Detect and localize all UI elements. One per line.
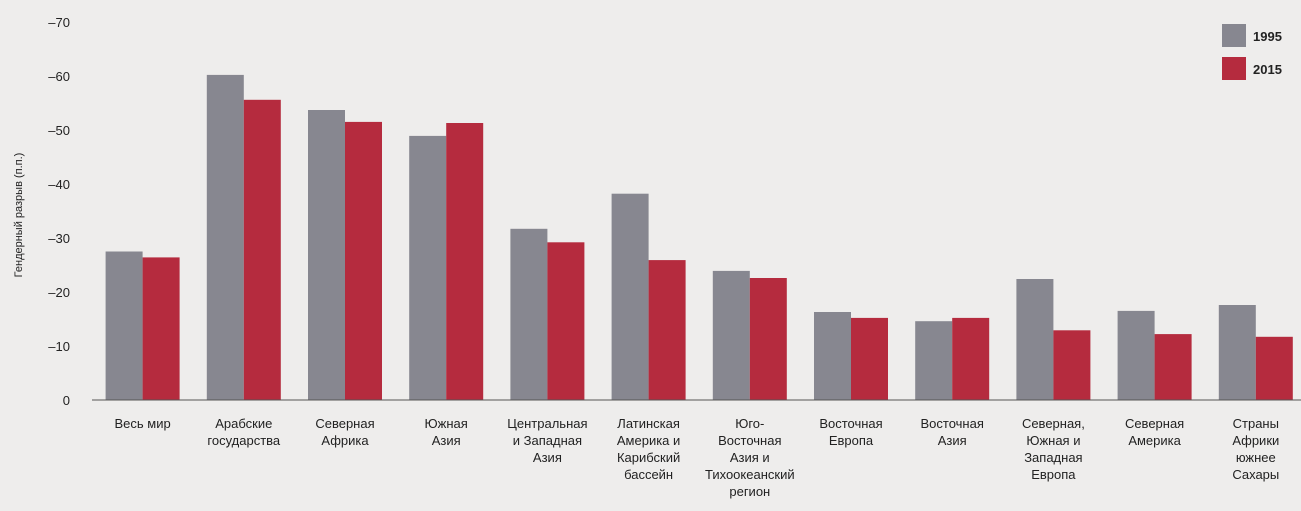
y-tick-label: –60 [48, 69, 70, 84]
x-category-label-line: Африки [1232, 433, 1279, 448]
bar-2015 [345, 121, 382, 401]
x-category-label-line: Южная [425, 416, 468, 431]
x-category-label-line: государства [207, 433, 281, 448]
x-category-label-line: бассейн [624, 467, 673, 482]
x-category-label-line: Восточная [819, 416, 882, 431]
y-tick-label: 0 [63, 393, 70, 408]
bar-2015 [547, 242, 585, 400]
bar-2015 [749, 278, 787, 400]
x-category-label: Южная Азия [425, 416, 468, 448]
x-category-label-line: Юго- [735, 416, 764, 431]
x-category-label: Восточная Европа [819, 416, 882, 448]
x-category-label-line: Азия [938, 433, 967, 448]
bar-1995 [105, 251, 143, 400]
x-category-label: Юго- Восточная Азия и Тихоокеанский регион [705, 416, 795, 499]
x-axis-labels: Весь мир Арабские государства Северная Африк… [114, 416, 1279, 499]
x-category-label-line: Америка [1128, 433, 1181, 448]
bar-2015 [1053, 330, 1091, 400]
x-category-label-line: Европа [1031, 467, 1076, 482]
x-category-label-line: Северная [315, 416, 374, 431]
x-category-label-line: Карибский [617, 450, 680, 465]
x-category-label-line: Южная и [1026, 433, 1080, 448]
bar-2015 [851, 317, 888, 400]
x-category-label: Восточная Азия [921, 416, 984, 448]
x-category-label-line: Западная [1024, 450, 1082, 465]
y-tick-label: –30 [48, 231, 70, 246]
x-category-label-line: Африка [321, 433, 369, 448]
bar-2015 [648, 260, 686, 400]
x-category-label-line: Азия и [730, 450, 770, 465]
bar-2015 [243, 99, 281, 401]
legend-label-2015: 2015 [1253, 62, 1282, 77]
x-category-label-line: Азия [533, 450, 562, 465]
x-category-label-line: Северная [1125, 416, 1184, 431]
bar-1995 [814, 312, 851, 400]
x-category-label-line: Северная, [1022, 416, 1085, 431]
x-category-label: Весь мир [114, 416, 170, 431]
x-category-label: Северная, Южная и Западная Европа [1022, 416, 1085, 482]
y-axis-label: Гендерный разрыв (п.п.) [13, 153, 25, 278]
legend-swatch-1995 [1222, 24, 1246, 47]
x-category-label: Страны Африки южнее Сахары [1232, 416, 1279, 482]
bar-2015 [1154, 334, 1192, 400]
bar-1995 [409, 135, 447, 400]
bars-group [105, 74, 1293, 401]
y-tick-label: –50 [48, 123, 70, 138]
bar-2015 [1255, 336, 1293, 400]
x-category-label: Арабские государства [207, 416, 281, 448]
x-category-label-line: регион [729, 484, 770, 499]
y-tick-label: –20 [48, 285, 70, 300]
x-category-label-line: Сахары [1232, 467, 1279, 482]
legend-label-1995: 1995 [1253, 29, 1282, 44]
legend: 1995 2015 [1222, 24, 1282, 80]
y-tick-label: –70 [48, 15, 70, 30]
bar-1995 [915, 321, 953, 400]
x-category-label-line: Америка и [617, 433, 680, 448]
x-category-label-line: Латинская [617, 416, 680, 431]
x-category-label-line: Азия [432, 433, 461, 448]
y-axis-ticks: 0 –10 –20 –30 –40 –50 –60 –70 [48, 15, 70, 408]
x-category-label: Северная Америка [1125, 416, 1184, 448]
bar-1995 [308, 110, 345, 400]
bar-1995 [206, 74, 244, 401]
x-category-label-line: Арабские [215, 416, 272, 431]
x-category-label: Центральная и Западная Азия [507, 416, 587, 465]
y-tick-label: –40 [48, 177, 70, 192]
bar-2015 [142, 257, 180, 400]
bar-2015 [952, 317, 990, 400]
x-category-label: Латинская Америка и Карибский бассейн [617, 416, 680, 482]
bar-1995 [510, 228, 548, 400]
x-category-label-line: южнее [1236, 450, 1276, 465]
x-category-label-line: и Западная [513, 433, 582, 448]
x-category-label-line: Тихоокеанский [705, 467, 795, 482]
legend-swatch-2015 [1222, 57, 1246, 80]
y-tick-label: –10 [48, 339, 70, 354]
bar-1995 [1218, 305, 1256, 400]
bar-1995 [1016, 279, 1054, 400]
x-category-label-line: Центральная [507, 416, 587, 431]
bar-1995 [712, 270, 750, 400]
x-category-label-line: Страны [1233, 416, 1279, 431]
bar-1995 [611, 193, 649, 400]
bar-2015 [446, 123, 484, 400]
x-category-label: Северная Африка [315, 416, 374, 448]
x-category-label-line: Восточная [718, 433, 781, 448]
x-category-label-line: Европа [829, 433, 874, 448]
x-category-label-line: Восточная [921, 416, 984, 431]
x-category-label-line: Весь мир [114, 416, 170, 431]
bar-1995 [1117, 310, 1155, 400]
